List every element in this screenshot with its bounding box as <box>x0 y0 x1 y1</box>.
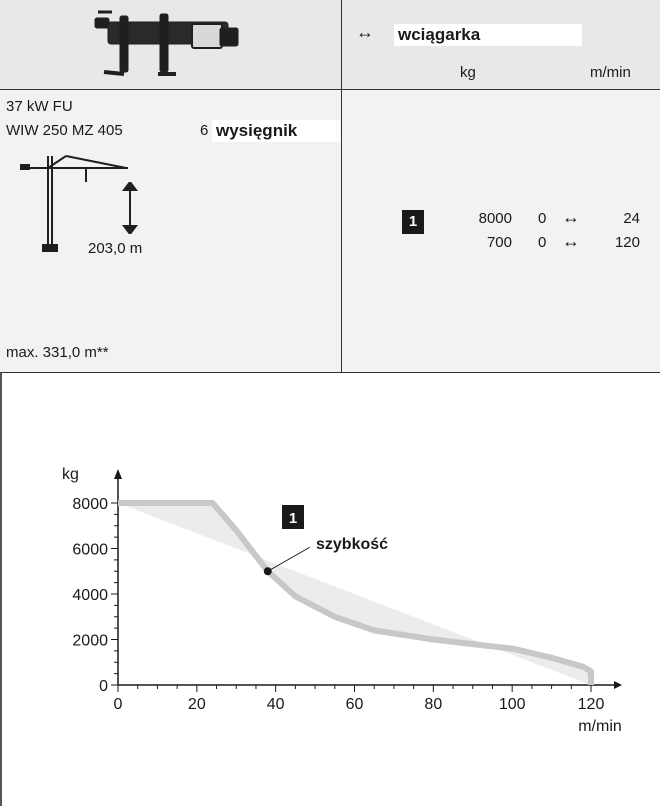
y-tick-label: 4000 <box>72 587 108 604</box>
x-tick-label: 20 <box>188 696 206 713</box>
annotation-leader <box>267 546 311 572</box>
y-tick-label: 8000 <box>72 496 108 513</box>
axes <box>111 469 622 692</box>
series-fill <box>118 503 591 685</box>
double-arrow-icon: ↔ <box>562 231 580 251</box>
x-tick-label: 0 <box>114 696 123 713</box>
x-tick-label: 120 <box>578 696 605 713</box>
x-axis-arrow <box>614 681 622 689</box>
y-axis-label: kg <box>62 466 79 483</box>
x-axis-label: m/min <box>578 718 622 735</box>
double-arrow-icon: ↔ <box>356 22 374 42</box>
y-axis-arrow <box>114 469 122 479</box>
x-tick-label: 80 <box>424 696 442 713</box>
chart-panel: 0 20 40 60 80 100 120 0 2000 4000 6000 8000 kg m/min 1… <box>0 372 660 806</box>
annotation-badge <box>282 505 304 529</box>
winch-image-cell <box>0 0 342 90</box>
load-table: 1 8000 0 ↔ 24 700 0 ↔ 120 <box>342 90 660 372</box>
x-tick-label: 40 <box>267 696 285 713</box>
y-tick-label: 6000 <box>72 542 108 559</box>
annotation-badge-text: 1 <box>289 510 297 527</box>
max-height: max. 331,0 m** <box>6 344 109 361</box>
y-tick-label: 0 <box>99 678 108 695</box>
row-to: 120 <box>614 234 640 251</box>
height-value: 203,0 m <box>88 240 143 257</box>
winch-model: WIW 250 MZ 405 <box>6 122 123 139</box>
hoist-label: wciągarka <box>394 24 582 46</box>
jib-label: wysięgnik <box>212 120 340 142</box>
row-to: 24 <box>623 210 640 227</box>
table-badge: 1 <box>402 210 424 234</box>
table-header: ↔ wciągarka kg m/min <box>342 0 660 90</box>
load-speed-chart: 0 20 40 60 80 100 120 0 2000 4000 6000 8000 kg m/min 1… <box>62 466 622 735</box>
series-area <box>118 500 594 685</box>
row-kg: 8000 <box>478 210 512 227</box>
y-tick-label: 2000 <box>72 633 108 650</box>
specs-cell: 37 kW FU WIW 250 MZ 405 6 wysięgnik 203,… <box>0 90 342 372</box>
row-kg: 700 <box>486 234 512 251</box>
x-tick-label: 60 <box>346 696 364 713</box>
power-spec: 37 kW FU <box>6 98 73 115</box>
annotation-text: szybkość <box>316 536 388 553</box>
crane-icon <box>20 155 128 252</box>
height-arrow-icon <box>122 182 138 234</box>
row-from: 0 <box>538 210 547 227</box>
double-arrow-icon: ↔ <box>562 207 580 227</box>
unit-kg: kg <box>460 64 476 81</box>
winch-digit: 6 <box>200 122 209 139</box>
labels: 0 20 40 60 80 100 120 0 2000 4000 6000 8000 kg m/min 1… <box>62 466 622 735</box>
x-tick-label: 100 <box>499 696 526 713</box>
series-line <box>118 500 594 685</box>
unit-speed: m/min <box>590 64 631 81</box>
row-from: 0 <box>538 234 547 251</box>
winch-icon <box>94 10 239 76</box>
